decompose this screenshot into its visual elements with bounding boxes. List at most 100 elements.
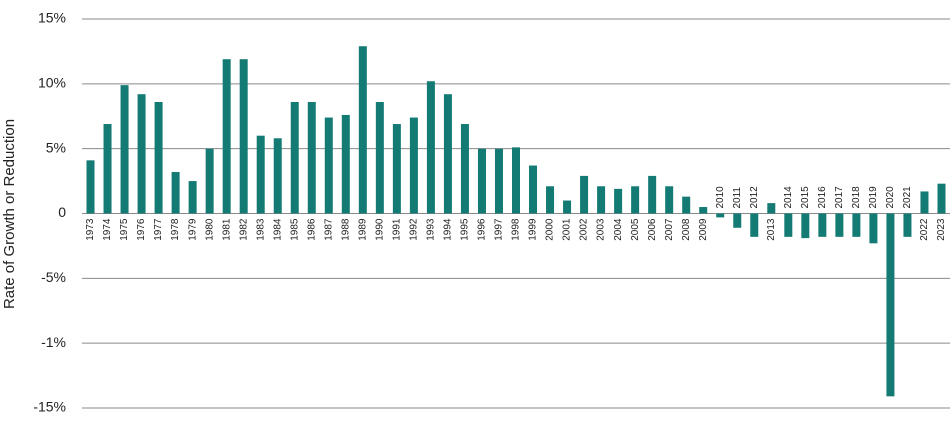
bar	[222, 59, 231, 214]
x-tick-label: 1998	[511, 218, 522, 241]
x-tick-label: 1990	[374, 218, 385, 241]
bar	[631, 186, 640, 214]
x-tick-label: 2013	[766, 218, 777, 241]
bar	[563, 200, 572, 214]
bar	[341, 114, 350, 214]
x-tick-label: 2021	[902, 186, 913, 209]
x-tick-label: 2011	[732, 187, 743, 209]
bar	[597, 186, 606, 214]
x-tick-label: 1976	[136, 218, 147, 241]
x-tick-label: 1986	[306, 218, 317, 241]
x-tick-label: 1985	[289, 218, 300, 241]
bar	[205, 148, 214, 214]
y-tick-label: -1%	[41, 334, 66, 350]
bar	[86, 160, 95, 214]
bar	[716, 213, 725, 218]
x-tick-label: 2017	[834, 186, 845, 209]
bar	[750, 213, 759, 237]
x-tick-label: 1984	[272, 218, 283, 241]
bar	[358, 46, 367, 214]
x-tick-label: 2018	[851, 186, 862, 209]
x-tick-label: 1982	[238, 218, 249, 241]
bar	[818, 213, 827, 237]
bar	[137, 94, 146, 214]
x-tick-label: 2002	[579, 218, 590, 241]
bar	[835, 213, 844, 237]
y-axis-label: Rate of Growth or Reduction	[1, 119, 18, 309]
bar	[154, 101, 163, 214]
x-tick-label: 2023	[936, 218, 947, 241]
x-tick-label: 1997	[494, 218, 505, 241]
y-tick-label: -15%	[33, 399, 66, 415]
bar	[120, 85, 129, 214]
x-tick-label: 1987	[323, 218, 334, 241]
bar	[494, 148, 503, 214]
bar	[324, 117, 333, 214]
x-tick-label: 2019	[868, 186, 879, 209]
bar	[103, 124, 112, 214]
x-tick-label: 1980	[204, 218, 215, 241]
bar	[852, 213, 861, 237]
x-tick-label: 2016	[817, 186, 828, 209]
x-tick-label: 1989	[357, 218, 368, 241]
bar	[733, 213, 742, 228]
bar	[290, 101, 299, 214]
bar	[869, 213, 878, 244]
x-tick-label: 2022	[919, 218, 930, 241]
x-tick-label: 1981	[221, 218, 232, 241]
y-tick-label: 5%	[46, 139, 66, 155]
x-tick-label: 2012	[749, 186, 760, 209]
y-tick-label: 15%	[38, 10, 66, 26]
bar	[443, 94, 452, 214]
x-tick-label: 1978	[170, 218, 181, 241]
x-tick-label: 2010	[715, 186, 726, 209]
y-tick-label: 0	[58, 204, 66, 220]
x-tick-label: 1973	[85, 218, 96, 241]
bar	[546, 186, 555, 214]
bar	[920, 191, 929, 214]
x-tick-label: 2008	[681, 218, 692, 241]
x-tick-label: 2003	[596, 218, 607, 241]
bar	[767, 203, 776, 214]
bar	[886, 213, 895, 397]
bar	[426, 81, 435, 214]
x-tick-label: 2006	[647, 218, 658, 241]
x-tick-label: 2015	[800, 186, 811, 209]
x-tick-label: 1992	[409, 218, 420, 241]
bar	[171, 172, 180, 214]
x-tick-label: 2005	[630, 218, 641, 241]
bar	[512, 147, 520, 214]
bar	[648, 175, 657, 214]
x-tick-label: 1999	[528, 218, 539, 241]
x-tick-label: 1977	[153, 218, 164, 241]
x-tick-label: 2007	[664, 218, 675, 241]
x-tick-label: 2014	[783, 186, 794, 209]
bar	[307, 101, 316, 214]
bar	[273, 138, 282, 214]
x-tick-label: 1983	[255, 218, 266, 241]
x-tick-label: 1991	[392, 218, 403, 241]
bar	[580, 175, 589, 214]
bar	[256, 135, 265, 214]
bar	[529, 165, 538, 214]
bar	[392, 124, 401, 214]
y-tick-label: -5%	[41, 269, 66, 285]
x-tick-label: 1993	[426, 218, 437, 241]
bar	[937, 183, 946, 214]
x-tick-label: 1995	[460, 218, 471, 241]
x-tick-label: 1979	[187, 218, 198, 241]
y-tick-label: 10%	[38, 75, 66, 91]
bar	[903, 213, 912, 237]
bar	[784, 213, 793, 237]
x-tick-label: 1996	[477, 218, 488, 241]
x-tick-label: 2000	[545, 218, 556, 241]
bar	[665, 186, 674, 214]
bar	[375, 101, 384, 214]
bar	[614, 188, 623, 214]
x-tick-label: 2004	[613, 218, 624, 241]
bar	[699, 207, 708, 214]
x-tick-label: 1975	[119, 218, 130, 241]
x-tick-label: 1994	[443, 218, 454, 241]
bar	[460, 124, 469, 214]
bar	[188, 181, 197, 214]
